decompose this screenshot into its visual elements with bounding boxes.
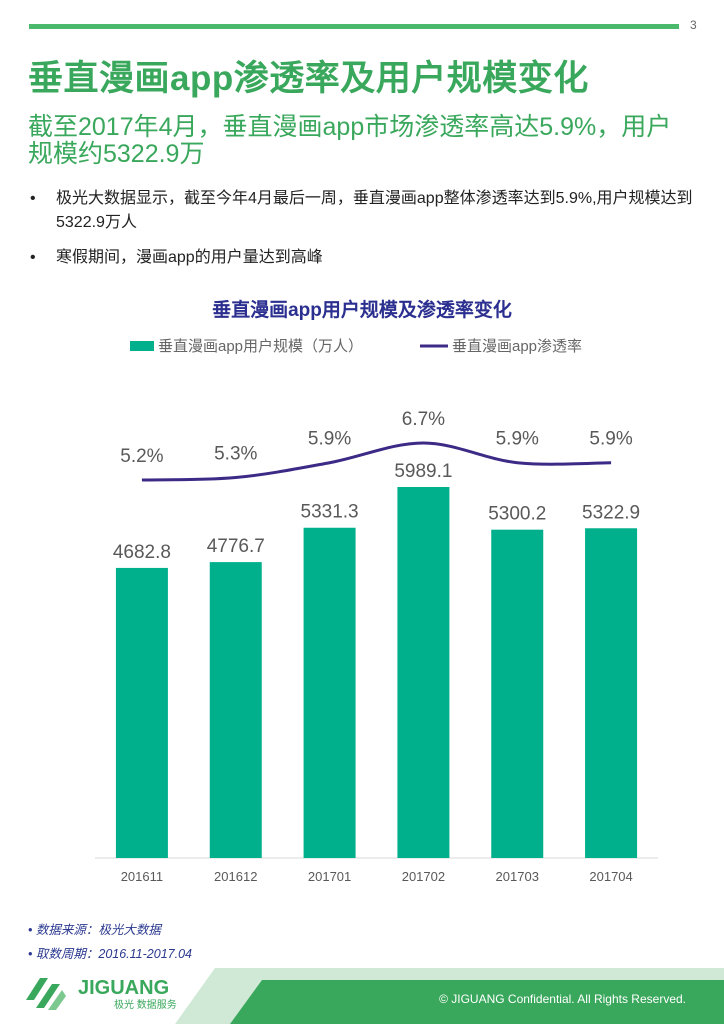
bullet-list: • 极光大数据显示，截至今年4月最后一周，垂直漫画app整体渗透率达到5.9%,…	[28, 187, 698, 281]
copyright: © JIGUANG Confidential. All Rights Reser…	[439, 992, 686, 1006]
legend-label-bar: 垂直漫画app用户规模（万人）	[158, 338, 363, 355]
bar-201702	[397, 487, 450, 858]
bullet-item: • 极光大数据显示，截至今年4月最后一周，垂直漫画app整体渗透率达到5.9%,…	[28, 187, 698, 235]
bar-201612	[209, 562, 262, 858]
bullet-symbol: •	[30, 190, 36, 207]
bar-label-201702: 5989.1	[394, 461, 452, 482]
line-label-201702: 6.7%	[402, 409, 445, 430]
page-title: 垂直漫画app渗透率及用户规模变化	[28, 59, 589, 98]
bar-label-201703: 5300.2	[488, 504, 546, 525]
bar-201611	[115, 567, 168, 858]
x-tick-201704: 201704	[589, 869, 632, 884]
x-tick-201702: 201702	[402, 869, 445, 884]
chart-legend: 垂直漫画app用户规模（万人） 垂直漫画app渗透率	[130, 338, 582, 355]
bullet-text: 寒假期间，漫画app的用户量达到高峰	[56, 249, 323, 266]
notes: • 数据来源：极光大数据 • 取数周期：2016.11-2017.04	[28, 918, 192, 966]
note-source: • 数据来源：极光大数据	[28, 918, 192, 942]
note-period: • 取数周期：2016.11-2017.04	[28, 942, 192, 966]
bullet-symbol: •	[30, 249, 36, 266]
bar-201703	[491, 529, 544, 858]
bullet-item: • 寒假期间，漫画app的用户量达到高峰	[28, 246, 698, 270]
note-text: 取数周期：2016.11-2017.04	[35, 947, 192, 961]
bar-label-201704: 5322.9	[582, 502, 640, 523]
header-rule	[29, 24, 679, 29]
bullet-text: 极光大数据显示，截至今年4月最后一周，垂直漫画app整体渗透率达到5.9%,用户…	[56, 190, 693, 231]
bar-label-201701: 5331.3	[301, 502, 359, 523]
note-text: 数据来源：极光大数据	[35, 923, 161, 937]
note-symbol: •	[28, 947, 33, 961]
x-tick-201703: 201703	[496, 869, 539, 884]
penetration-line	[141, 441, 612, 482]
legend-swatch-bar	[130, 341, 154, 351]
legend-label-line: 垂直漫画app渗透率	[452, 338, 582, 355]
line-label-201703: 5.9%	[496, 429, 539, 450]
bar-201701	[303, 527, 356, 858]
bar-label-201612: 4776.7	[207, 536, 265, 557]
chart-title: 垂直漫画app用户规模及渗透率变化	[212, 298, 512, 321]
bar-201704	[585, 528, 638, 858]
jiguang-logo: JIGUANG 极光 数据服务	[26, 977, 177, 1011]
logo-brand: JIGUANG	[78, 977, 169, 999]
note-symbol: •	[28, 923, 33, 937]
line-label-201611: 5.2%	[120, 446, 163, 467]
line-label-201701: 5.9%	[308, 429, 351, 450]
x-tick-201611: 201611	[121, 869, 163, 884]
x-tick-201612: 201612	[214, 869, 257, 884]
footer-band	[175, 968, 724, 1024]
page-subtitle: 截至2017年4月，垂直漫画app市场渗透率高达5.9%，用户规模约5322.9…	[28, 113, 672, 168]
combo-chart: 垂直漫画app用户规模及渗透率变化 垂直漫画app用户规模（万人） 垂直漫画ap…	[95, 298, 658, 884]
logo-brand-sub: 极光 数据服务	[114, 998, 177, 1011]
logo-mark-icon	[26, 978, 66, 1010]
x-tick-201701: 201701	[308, 869, 351, 884]
bar-label-201611: 4682.8	[113, 542, 171, 563]
page-number: 3	[690, 18, 697, 32]
line-label-201612: 5.3%	[214, 444, 257, 465]
line-label-201704: 5.9%	[589, 429, 632, 450]
